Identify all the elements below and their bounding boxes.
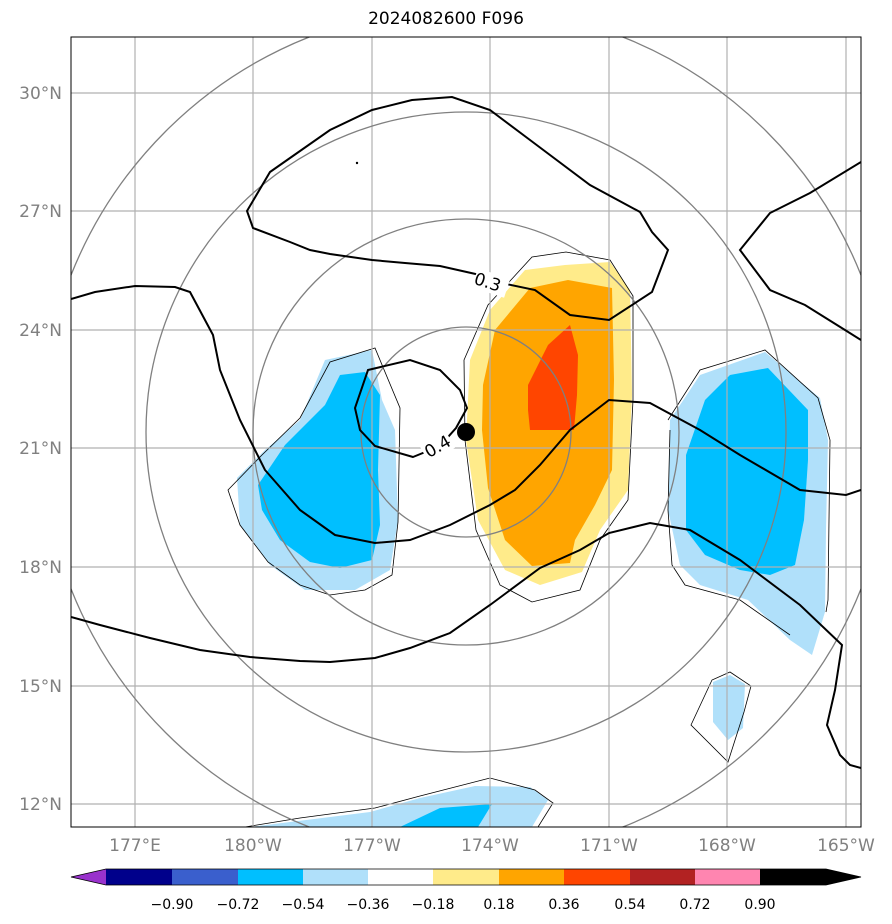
contour-south-long bbox=[71, 521, 861, 769]
lon-label-177E: 177°E bbox=[109, 836, 161, 856]
colorbar-tick-labels: −0.90 −0.72 −0.54 −0.36 −0.18 0.18 0.36 … bbox=[151, 897, 776, 913]
colorbar-tick-6: 0.18 bbox=[483, 897, 514, 913]
lat-label-24N: 24°N bbox=[19, 321, 62, 341]
positive-lobe-red bbox=[528, 325, 578, 430]
colorbar-segment-2 bbox=[172, 869, 238, 885]
colorbar-tick-10: 0.90 bbox=[744, 897, 775, 913]
lat-label-15N: 15°N bbox=[19, 677, 62, 697]
lat-label-18N: 18°N bbox=[19, 558, 62, 578]
latitude-labels: 30°N 27°N 24°N 21°N 18°N 15°N 12°N bbox=[19, 84, 62, 815]
negative-lobe-west-dark bbox=[258, 372, 380, 568]
colorbar-outline bbox=[70, 868, 862, 886]
colorbar-tick-1: −0.90 bbox=[151, 897, 194, 913]
contour-lines bbox=[71, 95, 861, 769]
lon-label-177W: 177°W bbox=[343, 836, 401, 856]
colorbar-segment-7 bbox=[499, 869, 564, 885]
lon-label-171W: 171°W bbox=[580, 836, 638, 856]
colorbar-extend-high bbox=[760, 869, 861, 885]
colorbar-tick-4: −0.36 bbox=[347, 897, 390, 913]
contour-east-top bbox=[738, 161, 861, 341]
colorbar: −0.90 −0.72 −0.54 −0.36 −0.18 0.18 0.36 … bbox=[70, 868, 862, 913]
negative-patch-south-dark bbox=[400, 804, 492, 827]
tiny-marker bbox=[355, 161, 359, 165]
lat-label-21N: 21°N bbox=[19, 439, 62, 459]
negative-patch-southeast bbox=[713, 675, 745, 740]
colorbar-segment-8 bbox=[564, 869, 630, 885]
colorbar-tick-8: 0.54 bbox=[614, 897, 645, 913]
center-point-marker bbox=[457, 423, 475, 441]
colorbar-tick-9: 0.72 bbox=[679, 897, 710, 913]
contour-west-long bbox=[71, 284, 861, 545]
longitude-labels: 177°E 180°W 177°W 174°W 171°W 168°W 165°… bbox=[109, 836, 875, 856]
contour-0.4-center bbox=[353, 358, 469, 459]
lat-label-30N: 30°N bbox=[19, 84, 62, 104]
lat-label-27N: 27°N bbox=[19, 202, 62, 222]
lon-label-180W: 180°W bbox=[224, 836, 282, 856]
colorbar-extend-low bbox=[71, 869, 106, 885]
colorbar-tick-2: −0.72 bbox=[217, 897, 260, 913]
lon-label-165W: 165°W bbox=[817, 836, 875, 856]
map-title: 2024082600 F096 bbox=[368, 9, 524, 29]
lon-label-168W: 168°W bbox=[698, 836, 756, 856]
lat-label-12N: 12°N bbox=[19, 795, 62, 815]
colorbar-segment-1 bbox=[106, 869, 172, 885]
negative-lobe-east-dark bbox=[686, 368, 808, 575]
colorbar-segment-9 bbox=[630, 869, 695, 885]
colorbar-tick-7: 0.36 bbox=[548, 897, 579, 913]
colorbar-tick-3: −0.54 bbox=[282, 897, 325, 913]
contour-0.3-north bbox=[245, 95, 670, 322]
colorbar-segment-3 bbox=[238, 869, 303, 885]
colorbar-segment-4 bbox=[303, 869, 368, 885]
colorbar-segment-10 bbox=[695, 869, 760, 885]
shaded-fields bbox=[237, 262, 828, 827]
lon-label-174W: 174°W bbox=[461, 836, 519, 856]
colorbar-segment-6 bbox=[433, 869, 499, 885]
map-frame bbox=[70, 36, 862, 828]
shading-outlines bbox=[227, 251, 831, 827]
colorbar-segment-5 bbox=[368, 869, 433, 885]
colorbar-tick-5: −0.18 bbox=[412, 897, 455, 913]
